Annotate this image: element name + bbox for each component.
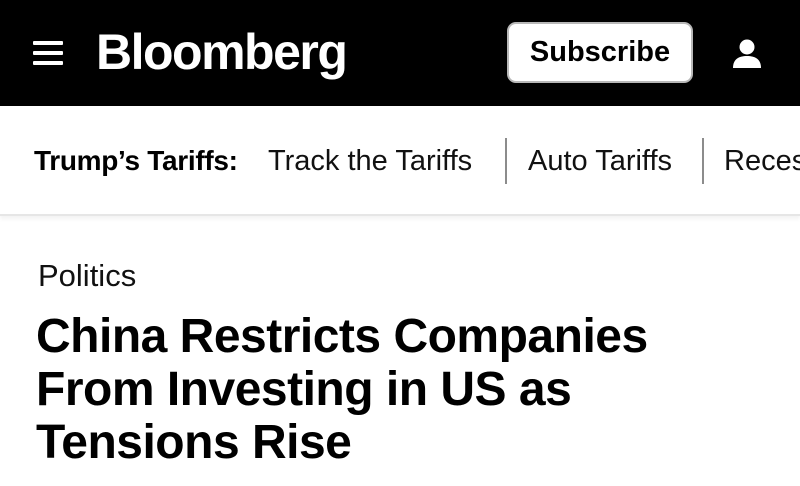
subnav-divider: [702, 138, 704, 184]
subnav-link-track-tariffs[interactable]: Track the Tariffs: [268, 145, 473, 177]
user-account-icon[interactable]: [730, 38, 764, 70]
subnav-link-recession[interactable]: Recession: [724, 145, 800, 177]
top-header: Bloomberg Subscribe: [0, 0, 800, 106]
subnav-topic-label: Trump’s Tariffs:: [34, 145, 238, 176]
menu-line: [33, 61, 63, 65]
article-section-label[interactable]: Politics: [38, 258, 137, 293]
tariffs-subnav: Trump’s Tariffs: Track the Tariffs Auto …: [0, 106, 800, 216]
subnav-link-auto-tariffs[interactable]: Auto Tariffs: [528, 145, 673, 177]
menu-line: [33, 51, 63, 55]
bloomberg-logo[interactable]: Bloomberg: [96, 24, 348, 80]
hamburger-menu-icon[interactable]: [33, 40, 65, 66]
article-headline: China Restricts Companies From Investing…: [36, 310, 648, 469]
subscribe-button[interactable]: Subscribe: [507, 22, 693, 83]
menu-line: [33, 41, 63, 45]
subnav-divider: [505, 138, 507, 184]
